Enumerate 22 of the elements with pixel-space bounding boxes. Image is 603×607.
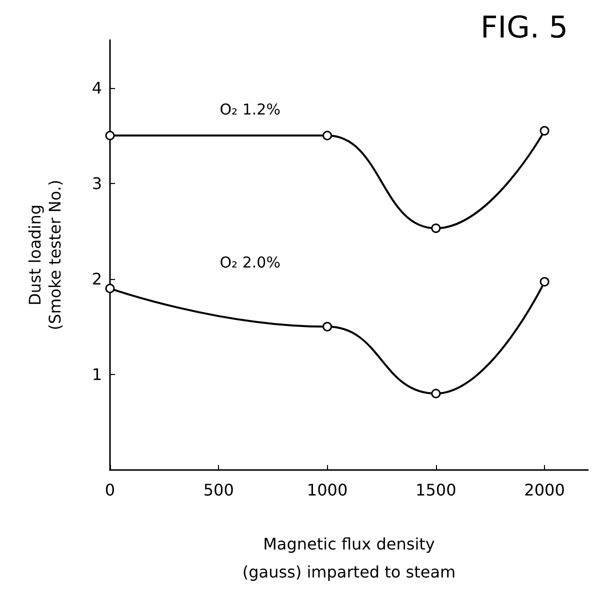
series-label: O₂ 1.2% (220, 100, 280, 119)
x-tick-label: 0 (104, 480, 116, 500)
y-tick-label: 1 (92, 364, 102, 384)
x-axis-title: Magnetic flux density (gauss) imparted to steam (242, 534, 456, 582)
x-tick-label: 1500 (416, 480, 456, 500)
point (431, 388, 441, 398)
point (540, 126, 550, 136)
y-tick-label: 4 (92, 78, 102, 98)
chart-title: FIG. 5 (480, 10, 568, 46)
point (540, 277, 550, 287)
text: O₂ 2.0% (220, 253, 280, 272)
x-tick-label: 500 (203, 480, 234, 500)
y-axis-title: Dust loading (Smoke tester No.) (26, 180, 64, 330)
x-tick-label: 1000 (306, 480, 348, 500)
point (105, 284, 115, 294)
point (322, 130, 332, 140)
y-tick-label: 3 (92, 174, 102, 193)
point (431, 223, 441, 233)
x-tick-label: 2000 (524, 480, 565, 500)
point (105, 130, 115, 140)
y-tick-label: 2 (92, 269, 102, 288)
point (322, 322, 332, 332)
